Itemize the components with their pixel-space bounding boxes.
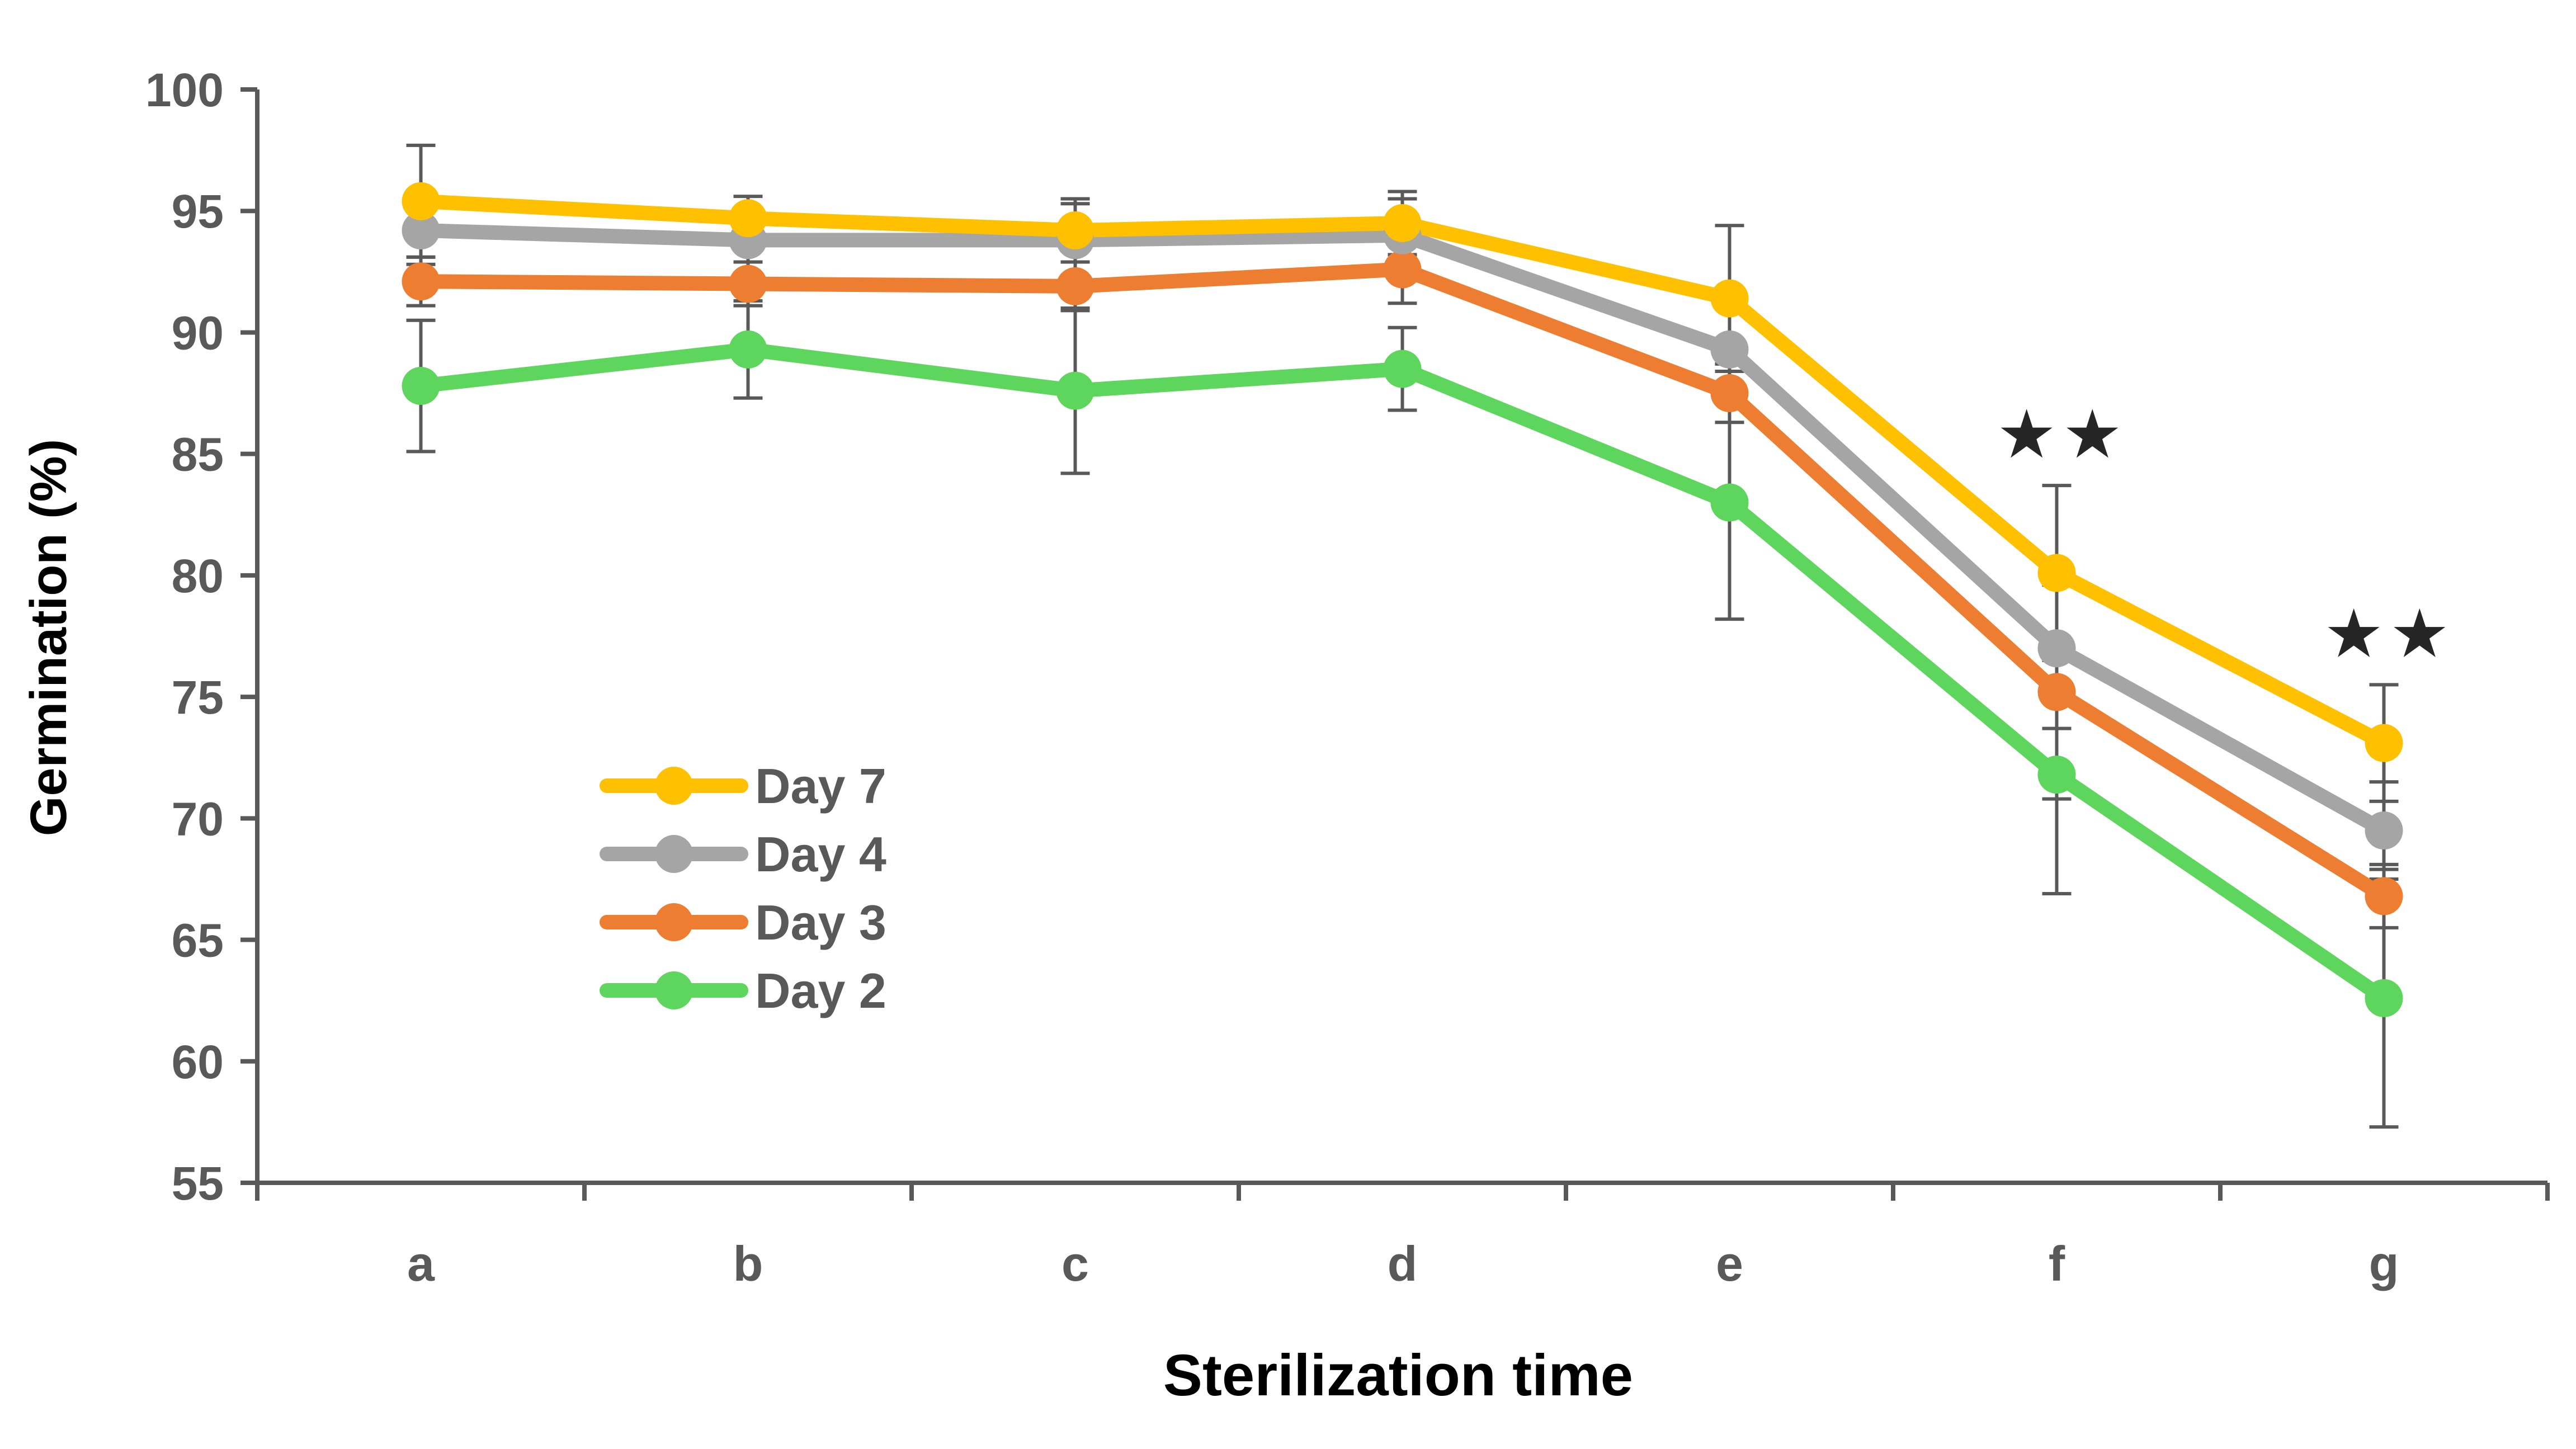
data-point-day-3: [1383, 250, 1422, 289]
y-tick-label: 70: [172, 792, 224, 845]
data-point-day-3: [2365, 877, 2403, 915]
data-point-day-7: [1710, 279, 1749, 318]
x-axis-title: Sterilization time: [1163, 1343, 1633, 1408]
data-point-day-7: [402, 182, 440, 220]
legend-marker-day-2: [655, 971, 693, 1009]
data-point-day-2: [1056, 371, 1094, 410]
x-tick-label: d: [1388, 1236, 1418, 1291]
legend-marker-day-7: [655, 767, 693, 805]
y-tick-label: 85: [172, 428, 224, 481]
data-point-day-2: [729, 330, 767, 369]
y-tick-label: 55: [172, 1157, 224, 1210]
data-point-day-2: [402, 367, 440, 405]
data-point-day-7: [1383, 204, 1422, 242]
x-tick-label: c: [1061, 1236, 1089, 1291]
x-tick-label: b: [733, 1236, 763, 1291]
data-point-day-7: [1056, 211, 1094, 249]
y-tick-label: 60: [172, 1036, 224, 1088]
significance-annotations: ★★ ★★: [1997, 396, 2455, 673]
series-line-day-4: [413, 223, 2391, 838]
x-tick-label: f: [2049, 1236, 2065, 1291]
series-lines: [413, 193, 2391, 1006]
legend-label-day-4: Day 4: [755, 827, 886, 882]
series-markers: [402, 182, 2403, 1017]
axes: 55 60 65 70 75 80 85 90 95 100 a b c d e f g: [145, 64, 2550, 1291]
x-tick-label: a: [407, 1236, 435, 1291]
y-tick-label: 100: [145, 64, 224, 116]
data-point-day-2: [1710, 483, 1749, 522]
y-axis-title: Germination (%): [20, 439, 77, 836]
data-point-day-3: [1056, 267, 1094, 305]
y-tick-label: 65: [172, 914, 224, 967]
data-point-day-4: [402, 211, 440, 249]
data-point-day-3: [2037, 673, 2076, 711]
legend-marker-day-4: [655, 835, 693, 873]
y-tick-label: 75: [172, 671, 224, 724]
data-point-day-3: [402, 262, 440, 301]
data-point-day-4: [2037, 629, 2076, 668]
legend: Day 7 Day 4 Day 3 Day 2: [600, 758, 886, 1018]
data-point-day-7: [2365, 724, 2403, 762]
data-point-day-7: [729, 199, 767, 238]
data-point-day-4: [2365, 811, 2403, 850]
data-point-day-2: [1383, 350, 1422, 388]
data-point-day-2: [2365, 979, 2403, 1017]
significance-stars: ★★: [1997, 396, 2128, 474]
data-point-day-2: [2037, 756, 2076, 794]
legend-marker-day-3: [655, 903, 693, 941]
x-tick-label: e: [1716, 1236, 1743, 1291]
legend-label-day-3: Day 3: [755, 895, 886, 950]
legend-label-day-7: Day 7: [755, 758, 886, 814]
y-tick-label: 90: [172, 306, 224, 359]
data-point-day-7: [2037, 554, 2076, 592]
y-tick-label: 95: [172, 185, 224, 238]
data-point-day-3: [1710, 374, 1749, 413]
data-point-day-3: [729, 265, 767, 303]
y-tick-label: 80: [172, 550, 224, 602]
x-tick-label: g: [2369, 1236, 2399, 1291]
legend-label-day-2: Day 2: [755, 963, 886, 1018]
significance-stars: ★★: [2324, 595, 2455, 673]
error-bars: [406, 143, 2399, 1129]
data-point-day-4: [1710, 330, 1749, 369]
